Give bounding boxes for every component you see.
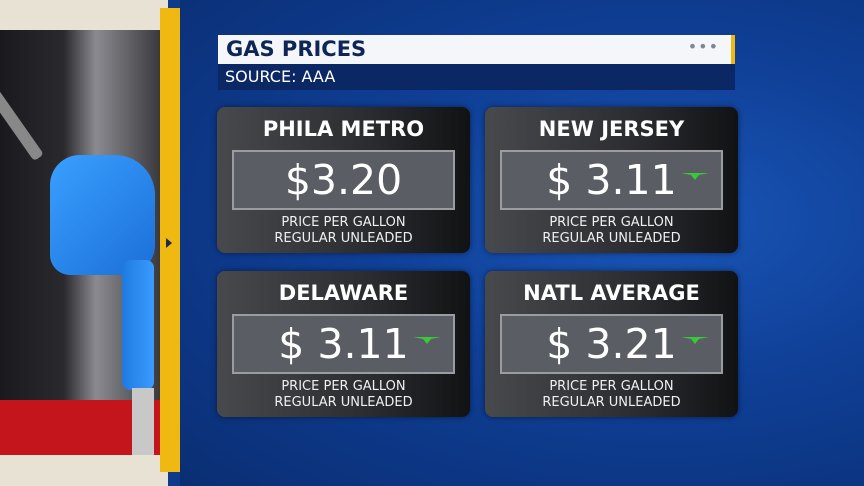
price-value: $ 3.11 [546,156,677,204]
triangle-pointer-icon [166,238,172,248]
title-bar: GAS PRICES ••• [218,35,735,64]
price-card-phila-metro: PHILA METRO $3.20 PRICE PER GALLON REGUL… [217,107,470,253]
price-value: $ 3.21 [546,320,677,368]
price-value: $3.20 [284,156,403,204]
price-caption: PRICE PER GALLON [281,215,406,230]
price-box: $ 3.21 [500,314,723,374]
region-name: PHILA METRO [262,117,425,141]
region-name: NEW JERSEY [538,117,685,141]
price-box: $3.20 [232,150,455,210]
photo-frame [0,0,168,486]
price-card-natl-average: NATL AVERAGE $ 3.21 PRICE PER GALLON REG… [485,271,738,417]
trend-down-icon [681,173,709,180]
more-dots-icon: ••• [687,37,719,56]
region-name: DELAWARE [278,281,409,305]
region-name: NATL AVERAGE [523,281,700,305]
gas-pump-photo [0,30,160,455]
price-caption: PRICE PER GALLON [549,379,674,394]
fuel-type-caption: REGULAR UNLEADED [274,231,413,246]
price-card-delaware: DELAWARE $ 3.11 PRICE PER GALLON REGULAR… [217,271,470,417]
fuel-type-caption: REGULAR UNLEADED [274,395,413,410]
trend-down-icon [681,337,709,344]
price-card-new-jersey: NEW JERSEY $ 3.11 PRICE PER GALLON REGUL… [485,107,738,253]
price-box: $ 3.11 [232,314,455,374]
source-label: SOURCE: AAA [218,64,735,90]
price-box: $ 3.11 [500,150,723,210]
price-value: $ 3.11 [278,320,409,368]
price-caption: PRICE PER GALLON [281,379,406,394]
page-title: GAS PRICES [226,37,367,61]
price-caption: PRICE PER GALLON [549,215,674,230]
fuel-type-caption: REGULAR UNLEADED [542,231,681,246]
fuel-type-caption: REGULAR UNLEADED [542,395,681,410]
trend-down-icon [413,337,441,344]
